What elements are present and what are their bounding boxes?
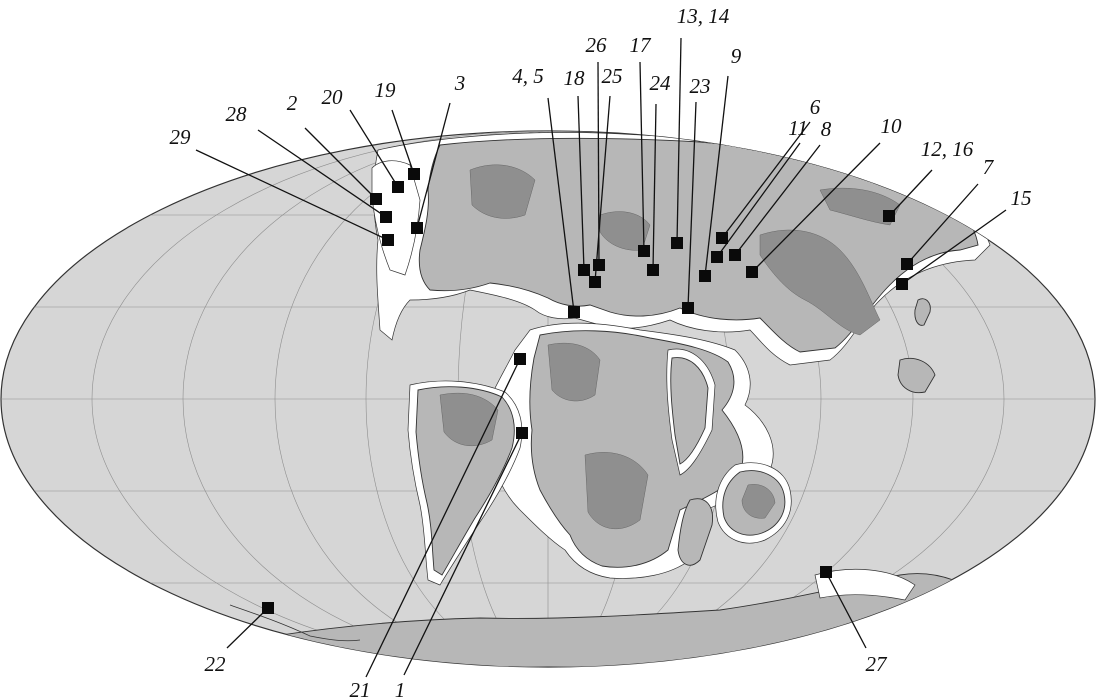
- site-marker-s-20[interactable]: [392, 181, 404, 193]
- site-marker-s-23[interactable]: [682, 302, 694, 314]
- site-markers: [262, 168, 913, 614]
- site-marker-s-2[interactable]: [370, 193, 382, 205]
- leader-line-s-4-5: [547, 97, 575, 313]
- site-marker-s-27[interactable]: [820, 566, 832, 578]
- leader-line-s-2: [304, 127, 377, 200]
- site-label-s-22: 22: [205, 652, 227, 676]
- leader-line-s-10: [751, 142, 881, 273]
- site-label-s-29: 29: [170, 125, 192, 149]
- site-label-s-28: 28: [226, 102, 248, 126]
- site-label-s-4-5: 4, 5: [512, 64, 544, 88]
- site-marker-s-9[interactable]: [699, 270, 711, 282]
- leader-line-s-3: [416, 102, 451, 229]
- site-label-s-6: 6: [810, 95, 821, 119]
- site-label-s-25: 25: [602, 64, 623, 88]
- site-label-s-24: 24: [650, 71, 672, 95]
- site-label-s-2: 2: [287, 91, 298, 115]
- antarctica-shelf: [814, 568, 916, 601]
- site-marker-s-22[interactable]: [262, 602, 274, 614]
- site-label-s-1: 1: [395, 678, 406, 698]
- leader-line-s-20: [349, 109, 399, 188]
- site-label-s-3: 3: [454, 71, 466, 95]
- leader-line-s-13-14: [676, 37, 682, 244]
- leader-line-s-12-16: [888, 169, 933, 217]
- leader-line-s-8: [734, 144, 821, 256]
- site-marker-s-28[interactable]: [380, 211, 392, 223]
- site-marker-s-24[interactable]: [647, 264, 659, 276]
- japan-arc: [914, 298, 931, 326]
- site-marker-s-12-16[interactable]: [883, 210, 895, 222]
- site-marker-s-17[interactable]: [638, 245, 650, 257]
- leader-line-s-15: [901, 209, 1007, 285]
- site-label-s-17: 17: [630, 33, 653, 57]
- leader-line-s-27: [825, 571, 867, 649]
- leader-line-s-28: [257, 129, 387, 218]
- madagascar-land: [677, 498, 713, 566]
- site-label-s-7: 7: [983, 155, 995, 179]
- leader-line-s-7: [906, 183, 979, 265]
- site-label-s-10: 10: [881, 114, 903, 138]
- site-marker-s-3[interactable]: [411, 222, 423, 234]
- site-label-s-23: 23: [690, 74, 711, 98]
- site-marker-s-21[interactable]: [514, 353, 526, 365]
- leader-line-s-17: [639, 61, 645, 252]
- asia-upland: [759, 229, 881, 336]
- leader-line-s-29: [195, 149, 389, 241]
- site-marker-s-15[interactable]: [896, 278, 908, 290]
- leader-line-s-21: [365, 358, 521, 678]
- site-label-s-18: 18: [564, 66, 586, 90]
- sea-islands: [897, 357, 936, 394]
- samerica-upland: [439, 392, 499, 447]
- site-marker-s-8[interactable]: [729, 249, 741, 261]
- site-label-s-8: 8: [821, 117, 832, 141]
- site-label-s-13-14: 13, 14: [677, 4, 730, 28]
- site-label-s-19: 19: [375, 78, 397, 102]
- leader-line-s-11: [716, 142, 801, 258]
- leader-line-s-23: [687, 101, 697, 309]
- site-marker-s-7[interactable]: [901, 258, 913, 270]
- site-marker-s-29[interactable]: [382, 234, 394, 246]
- site-marker-s-11[interactable]: [711, 251, 723, 263]
- africa-upland-south: [584, 452, 649, 530]
- leader-line-s-25: [594, 95, 611, 283]
- leader-line-s-9: [704, 75, 729, 277]
- leader-line-s-18: [577, 95, 585, 271]
- site-marker-s-6[interactable]: [716, 232, 728, 244]
- site-marker-s-13-14[interactable]: [671, 237, 683, 249]
- site-label-s-9: 9: [731, 44, 742, 68]
- leader-line-s-26: [597, 61, 600, 266]
- site-label-s-21: 21: [350, 678, 371, 698]
- site-label-s-12-16: 12, 16: [921, 137, 974, 161]
- leader-line-s-1: [403, 432, 523, 676]
- site-marker-s-19[interactable]: [408, 168, 420, 180]
- antarctic-peninsula: [229, 604, 361, 642]
- site-marker-s-10[interactable]: [746, 266, 758, 278]
- site-marker-s-1[interactable]: [516, 427, 528, 439]
- site-marker-s-25[interactable]: [589, 276, 601, 288]
- northamerica-upland: [469, 164, 536, 219]
- site-label-s-27: 27: [866, 652, 889, 676]
- leader-line-s-6: [721, 121, 811, 239]
- africa-upland-north: [547, 342, 601, 402]
- site-label-s-20: 20: [322, 85, 344, 109]
- leader-line-s-24: [652, 103, 657, 271]
- namerica-west-shelf: [371, 160, 421, 276]
- site-label-s-11: 11: [788, 116, 807, 140]
- india-land: [670, 357, 709, 465]
- site-marker-s-18[interactable]: [578, 264, 590, 276]
- australia-upland: [741, 484, 776, 519]
- site-label-s-15: 15: [1011, 186, 1032, 210]
- leader-lines: [195, 37, 1007, 678]
- site-label-s-26: 26: [586, 33, 608, 57]
- site-marker-s-26[interactable]: [593, 259, 605, 271]
- leader-line-s-19: [391, 109, 415, 175]
- site-marker-s-4-5[interactable]: [568, 306, 580, 318]
- leader-line-s-22: [226, 607, 269, 649]
